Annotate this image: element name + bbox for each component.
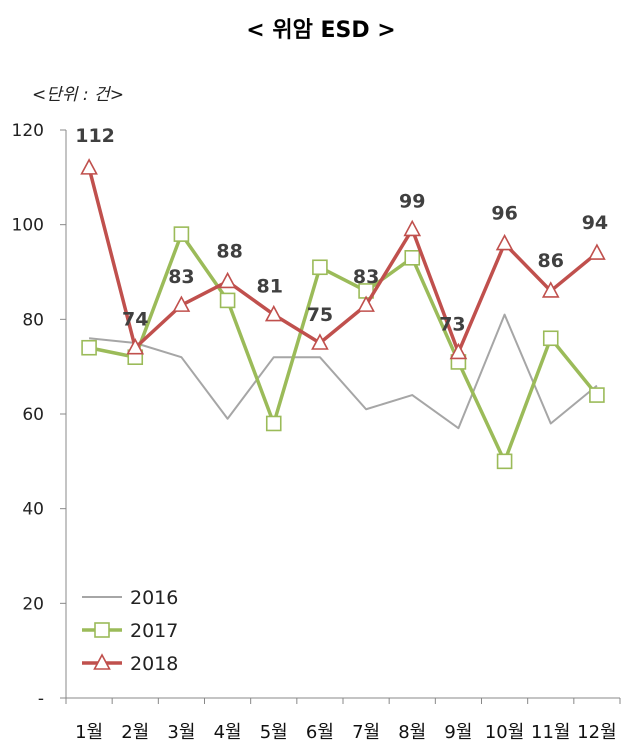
legend-item-2016: 2016	[82, 587, 178, 609]
legend-marker	[93, 653, 111, 670]
data-label: 74	[122, 309, 148, 331]
point-2017	[81, 339, 97, 356]
legend-label: 2017	[130, 620, 178, 642]
point-2017	[265, 415, 282, 432]
series-2017	[81, 226, 605, 470]
y-tick-label: 20	[22, 594, 44, 614]
series-line-2016	[88, 313, 598, 430]
point-2017	[404, 250, 421, 266]
x-tick-label: 1월	[75, 722, 103, 743]
point-2018	[357, 295, 375, 312]
point-2018	[80, 158, 98, 175]
point-2017	[173, 226, 190, 242]
data-label: 83	[353, 266, 379, 288]
point-2018	[126, 338, 145, 355]
data-label: 83	[168, 266, 194, 288]
unit-label: <단위 : 건>	[32, 85, 124, 105]
y-tick-label: 120	[12, 121, 44, 141]
point-2018	[541, 281, 560, 298]
legend-item-2017: 2017	[82, 620, 178, 642]
point-2018	[218, 271, 237, 289]
x-tick-label: 12월	[577, 722, 616, 743]
chart-title: < 위암 ESD >	[246, 18, 395, 43]
point-2017	[496, 453, 513, 470]
point-2018	[588, 243, 606, 260]
data-label: 112	[75, 125, 115, 147]
x-tick-label: 11월	[531, 722, 570, 743]
legend-label: 2016	[130, 587, 178, 609]
series-line-2018	[87, 167, 599, 355]
x-tick-label: 9월	[444, 722, 472, 743]
x-tick-label: 10월	[485, 722, 524, 743]
y-tick-label: -	[38, 689, 44, 709]
x-tick-label: 7월	[352, 722, 380, 743]
point-2017	[589, 387, 605, 403]
legend: 2016 2017 2018	[82, 587, 178, 675]
series-layer	[80, 158, 606, 470]
data-label: 99	[399, 190, 425, 212]
data-labels: 112 74 83 88 81 75 83 99 73 96 86 94	[75, 125, 608, 336]
series-line-2017	[88, 232, 599, 464]
point-2017	[312, 259, 328, 276]
point-2017	[542, 330, 559, 347]
y-axis-ticks: - 20 40 60 80 100 120	[12, 121, 66, 709]
x-tick-label: 5월	[260, 722, 288, 743]
point-2018	[311, 333, 329, 350]
y-tick-label: 80	[22, 310, 44, 330]
data-label: 73	[439, 313, 465, 335]
data-label: 75	[307, 304, 333, 326]
point-2018	[495, 233, 514, 251]
data-label: 81	[257, 276, 283, 298]
x-tick-label: 8월	[398, 722, 426, 743]
legend-item-2018: 2018	[82, 653, 178, 675]
y-tick-label: 60	[22, 405, 44, 425]
point-2018	[449, 342, 468, 360]
legend-label: 2018	[130, 653, 178, 675]
data-label: 88	[216, 240, 242, 262]
y-tick-label: 40	[22, 500, 44, 520]
x-tick-label: 4월	[214, 722, 242, 743]
data-label: 96	[491, 203, 517, 225]
data-label: 94	[582, 212, 608, 234]
legend-marker	[94, 622, 110, 638]
point-2018	[264, 304, 283, 322]
x-tick-label: 6월	[306, 722, 334, 743]
x-axis-ticks: 1월 2월 3월 4월 5월 6월 7월 8월 9월 10월 11월 12월	[65, 698, 621, 743]
series-2018	[80, 158, 606, 360]
point-2018	[403, 219, 422, 237]
y-tick-label: 100	[12, 216, 44, 236]
data-label: 86	[538, 250, 564, 272]
x-tick-label: 3월	[167, 722, 195, 743]
x-tick-label: 2월	[121, 722, 149, 743]
point-2017	[219, 292, 236, 309]
point-2018	[172, 295, 191, 312]
series-2016	[88, 313, 598, 430]
